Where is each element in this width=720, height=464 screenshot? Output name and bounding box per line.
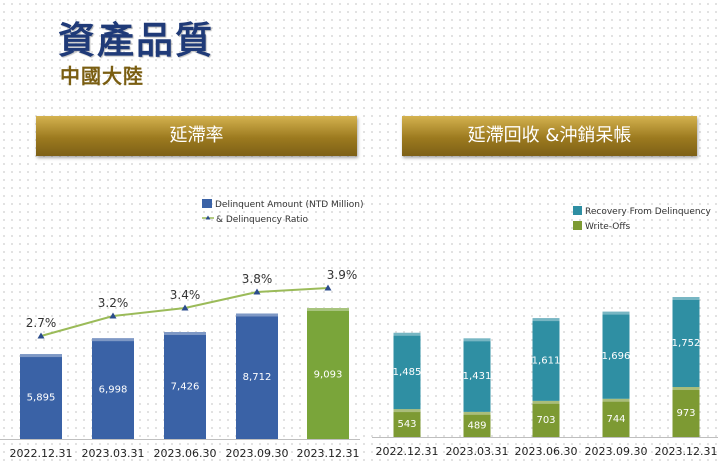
writeoff-bar-3 (602, 398, 630, 437)
delinquent-bar-1-body (92, 338, 134, 439)
legend-marker-delinquency-ratio (205, 215, 211, 220)
ratio-label-4: 3.9% (327, 268, 358, 282)
writeoff-bar-0-body (393, 409, 421, 437)
writeoff-bar-0 (393, 409, 421, 437)
recovery-value-label-0: 1,485 (393, 367, 422, 378)
delinquent-bar-3-body (236, 313, 278, 439)
recovery-writeoff-banner: 延滯回收 &沖銷呆帳 (402, 116, 697, 156)
legend-label-delinquent-amount: Delinquent Amount (NTD Million) (215, 200, 363, 210)
delinquency-chart: 5,895 2022.12.31 6,998 2023.03.31 7,426 2023.… (10, 268, 360, 460)
legend-label-delinquency-ratio: & Delinquency Ratio (216, 215, 308, 225)
ratio-marker-2 (181, 304, 189, 311)
writeoff-bar-1-body (463, 411, 491, 437)
recovery-bar-4-body (672, 297, 700, 388)
page-subtitle: 中國大陸 (60, 64, 144, 88)
legend-swatch-recovery (573, 206, 582, 215)
recovery-bar-1-body (463, 338, 491, 412)
delinquent-value-label-0: 5,895 (27, 393, 56, 404)
recovery-bar-2-body (532, 318, 560, 401)
ratio-label-3: 3.8% (242, 272, 273, 286)
legend-label-write-offs: Write-Offs (585, 222, 631, 232)
writeoff-bar-0-highlight (393, 409, 421, 413)
writeoff-bar-1-highlight (463, 411, 491, 415)
delinquent-bar-0-highlight (20, 354, 62, 358)
recovery-bar-0-body (393, 332, 421, 410)
recovery-writeoff-chart: 543 1,485 2022.12.31 489 1,431 2023.03.31 703 1… (376, 297, 718, 458)
ratio-label-2: 3.4% (170, 288, 201, 302)
writeoff-value-label-0: 543 (397, 419, 416, 430)
delinquent-value-label-4: 9,093 (314, 370, 343, 381)
left-x-tick-0: 2022.12.31 (10, 447, 73, 460)
writeoff-bar-2-highlight (532, 400, 560, 404)
recovery-bar-3-highlight (602, 311, 630, 315)
recovery-bar-2-highlight (532, 318, 560, 322)
delinquent-bar-0 (20, 354, 62, 439)
delinquent-bar-1-highlight (92, 338, 134, 342)
legend-swatch-delinquent-amount (202, 199, 212, 208)
delinquency-ratio-banner: 延滯率 (36, 116, 357, 156)
recovery-bar-1 (463, 338, 491, 412)
delinquent-value-label-1: 6,998 (99, 385, 128, 396)
delinquent-bar-2-body (164, 332, 206, 439)
writeoff-bar-4-highlight (672, 387, 700, 391)
writeoff-bar-2 (532, 400, 560, 437)
right-x-tick-4: 2023.12.31 (655, 445, 718, 458)
page-title: 資產品質 (58, 19, 214, 62)
writeoff-bar-1 (463, 411, 491, 437)
recovery-bar-0 (393, 332, 421, 410)
legend-label-recovery: Recovery From Delinquency (585, 207, 712, 217)
recovery-value-label-2: 1,611 (532, 355, 561, 366)
writeoff-bar-4 (672, 387, 700, 437)
ratio-marker-3 (253, 288, 261, 295)
right-x-tick-3: 2023.09.30 (585, 445, 648, 458)
delinquent-bar-4-body (307, 308, 349, 439)
writeoff-bar-2-body (532, 400, 560, 437)
left-x-tick-3: 2023.09.30 (226, 447, 289, 460)
delinquent-bar-1 (92, 338, 134, 439)
right-x-tick-0: 2022.12.31 (376, 445, 439, 458)
recovery-value-label-4: 1,752 (672, 338, 701, 349)
writeoff-bar-4-body (672, 387, 700, 437)
recovery-bar-0-highlight (393, 332, 421, 336)
left-x-tick-4: 2023.12.31 (297, 447, 360, 460)
ratio-marker-4 (324, 284, 332, 291)
recovery-bar-3 (602, 311, 630, 399)
delinquent-value-label-3: 8,712 (243, 372, 272, 383)
delinquent-bar-3 (236, 313, 278, 439)
writeoff-value-label-3: 744 (606, 414, 625, 425)
ratio-label-1: 3.2% (98, 296, 129, 310)
recovery-value-label-1: 1,431 (463, 371, 492, 382)
left-x-tick-2: 2023.06.30 (154, 447, 217, 460)
delinquent-bar-0-body (20, 354, 62, 439)
ratio-marker-1 (109, 312, 117, 319)
recovery-bar-2 (532, 318, 560, 401)
delinquent-bar-4 (307, 308, 349, 439)
left-x-tick-1: 2023.03.31 (82, 447, 145, 460)
delinquent-bar-4-highlight (307, 308, 349, 311)
ratio-marker-0 (37, 332, 45, 339)
ratio-label-0: 2.7% (26, 316, 57, 330)
legend-swatch-write-offs (573, 221, 582, 230)
right-x-tick-2: 2023.06.30 (515, 445, 578, 458)
writeoff-value-label-4: 973 (676, 408, 695, 419)
recovery-bar-4 (672, 297, 700, 388)
writeoff-bar-3-body (602, 398, 630, 437)
delinquent-bar-2-highlight (164, 332, 206, 336)
writeoff-value-label-1: 489 (467, 420, 486, 431)
recovery-value-label-3: 1,696 (602, 351, 631, 362)
delinquent-bar-2 (164, 332, 206, 439)
writeoff-value-label-2: 703 (536, 415, 555, 426)
delinquent-bar-3-highlight (236, 313, 278, 317)
recovery-bar-1-highlight (463, 338, 491, 342)
writeoff-bar-3-highlight (602, 398, 630, 402)
recovery-bar-3-body (602, 311, 630, 399)
recovery-bar-4-highlight (672, 297, 700, 300)
delinquent-value-label-2: 7,426 (171, 382, 200, 393)
right-x-tick-1: 2023.03.31 (446, 445, 509, 458)
